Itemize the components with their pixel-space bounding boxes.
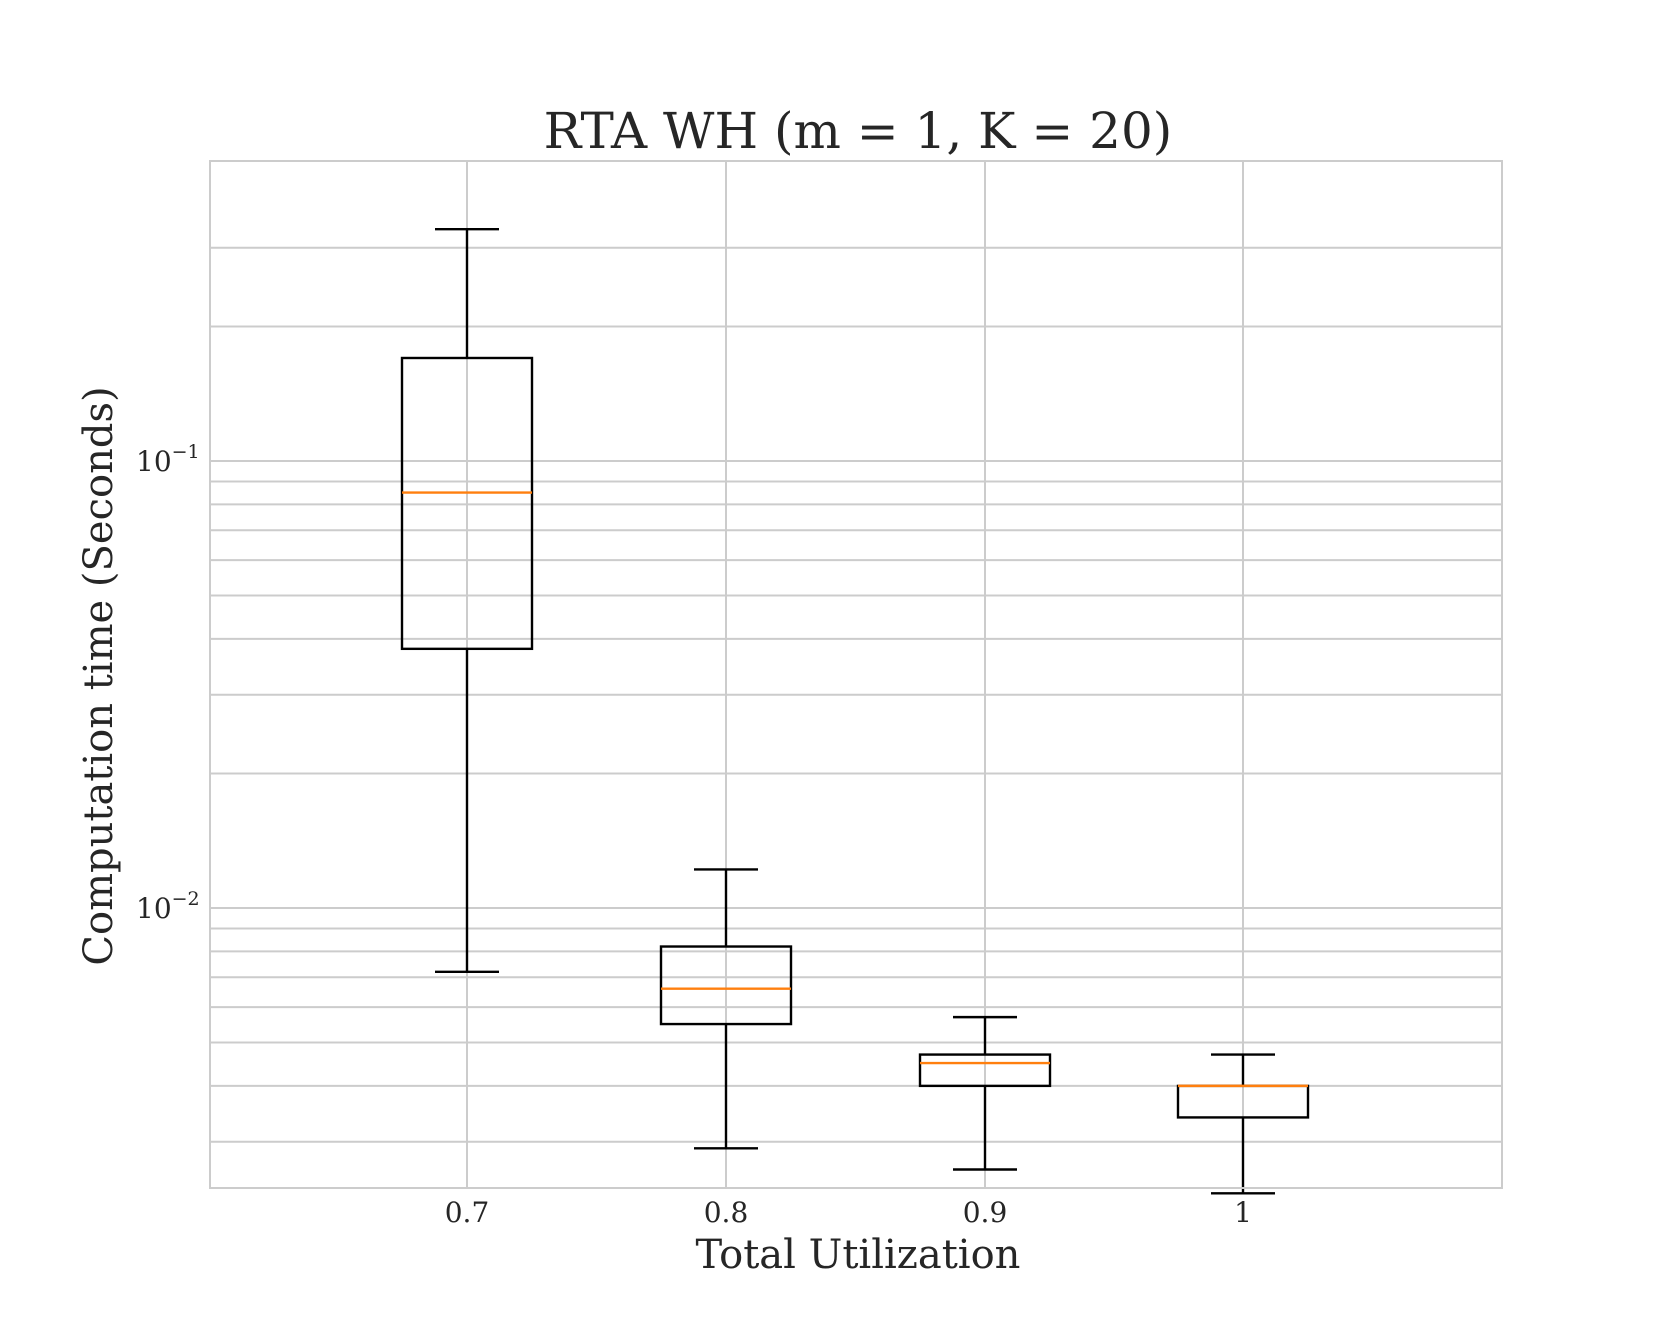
y-axis-ticks: 10−1 10−2 xyxy=(136,441,200,925)
box-plot-series xyxy=(400,228,1310,1195)
iqr-box xyxy=(659,945,793,1026)
x-axis-ticks: 0.7 0.8 0.9 1 xyxy=(445,1196,1252,1229)
box-0.7 xyxy=(400,228,534,973)
grid-lines xyxy=(210,161,1502,1188)
y-tick-label: 10−1 xyxy=(136,441,200,478)
x-tick-label-1: 1 xyxy=(1234,1196,1252,1229)
plot-frame xyxy=(209,160,1503,1189)
chart-title: RTA WH (m = 1, K = 20) xyxy=(544,102,1173,160)
box-0.9 xyxy=(918,1015,1052,1171)
iqr-box xyxy=(918,1053,1052,1088)
x-axis-label: Total Utilization xyxy=(696,1232,1021,1278)
x-tick-label-0.7: 0.7 xyxy=(445,1196,490,1229)
x-tick-label-0.9: 0.9 xyxy=(963,1196,1008,1229)
x-tick-label-0.8: 0.8 xyxy=(704,1196,749,1229)
iqr-box xyxy=(400,356,534,651)
y-tick-label: 10−2 xyxy=(136,888,200,925)
box-0.8 xyxy=(659,868,793,1150)
y-axis-label: Computation time (Seconds) xyxy=(76,386,122,965)
box-1 xyxy=(1176,1053,1310,1195)
